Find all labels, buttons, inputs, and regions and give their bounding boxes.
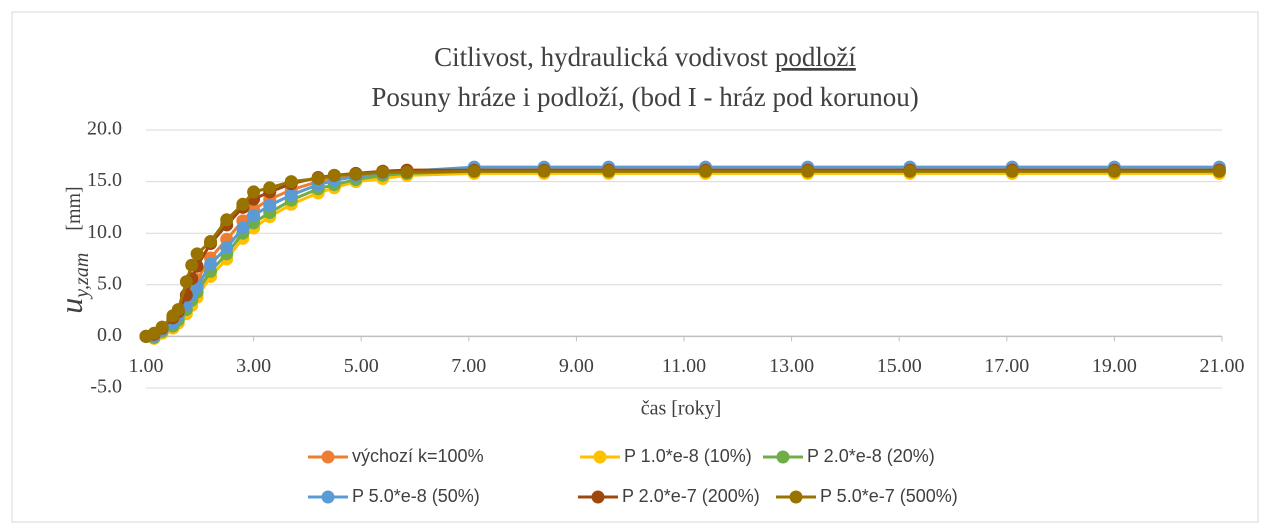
y-axis-label: uy,zam [mm] — [53, 186, 92, 313]
data-point — [190, 247, 204, 261]
data-point — [155, 320, 169, 334]
y-tick-label: 5.0 — [97, 272, 122, 294]
data-point — [1212, 164, 1226, 178]
legend-marker — [591, 490, 605, 504]
data-point — [602, 164, 616, 178]
y-label-unit: [mm] — [63, 186, 85, 230]
data-point — [171, 303, 185, 317]
legend-marker — [789, 490, 803, 504]
y-tick-label: 10.0 — [87, 221, 122, 243]
data-point — [349, 167, 363, 181]
data-point — [204, 234, 218, 248]
data-point — [1107, 164, 1121, 178]
data-point — [236, 221, 250, 235]
y-label-symbol: u — [53, 298, 89, 314]
legend-marker — [593, 450, 607, 464]
data-point — [204, 257, 218, 271]
y-tick-label: 0.0 — [97, 324, 122, 346]
data-point — [263, 181, 277, 195]
x-tick-label: 17.00 — [984, 355, 1029, 377]
chart-title: Citlivost, hydraulická vodivost podloží — [434, 42, 856, 72]
legend-label: P 5.0*e-7 (500%) — [820, 486, 958, 506]
x-tick-label: 19.00 — [1092, 355, 1137, 377]
data-point — [236, 197, 250, 211]
y-tick-label: -5.0 — [90, 376, 122, 398]
x-tick-label: 13.00 — [769, 355, 814, 377]
data-point — [467, 164, 481, 178]
legend-marker — [776, 450, 790, 464]
x-tick-label: 21.00 — [1200, 355, 1245, 377]
legend-label: P 2.0*e-8 (20%) — [807, 446, 935, 466]
x-axis-label: čas [roky] — [641, 398, 722, 420]
data-point — [699, 164, 713, 178]
legend-marker — [321, 450, 335, 464]
title-underlined: podloží — [775, 42, 856, 72]
legend-label: P 2.0*e-7 (200%) — [622, 486, 760, 506]
x-tick-label: 9.00 — [559, 355, 594, 377]
data-point — [1005, 164, 1019, 178]
data-point — [376, 165, 390, 179]
data-point — [220, 241, 234, 255]
series-line — [145, 169, 1220, 338]
chart-subtitle: Posuny hráze i podloží, (bod I - hráz po… — [371, 82, 918, 112]
x-tick-label: 15.00 — [877, 355, 922, 377]
x-tick-label: 3.00 — [236, 355, 271, 377]
data-point — [327, 168, 341, 182]
data-point — [220, 213, 234, 227]
data-point — [400, 165, 414, 179]
data-point — [185, 258, 199, 272]
data-point — [247, 209, 261, 223]
data-point — [284, 188, 298, 202]
x-tick-label: 7.00 — [451, 355, 486, 377]
data-point — [247, 185, 261, 199]
legend-marker — [321, 490, 335, 504]
x-tick-label: 1.00 — [129, 355, 164, 377]
x-tick-label: 11.00 — [662, 355, 706, 377]
data-point — [537, 164, 551, 178]
data-point — [284, 175, 298, 189]
data-point — [179, 275, 193, 289]
data-point — [263, 198, 277, 212]
y-tick-label: 15.0 — [87, 169, 122, 191]
legend-label: P 5.0*e-8 (50%) — [352, 486, 480, 506]
data-point — [311, 172, 325, 186]
title-part: Citlivost, hydraulická vodivost — [434, 42, 768, 72]
data-point — [801, 164, 815, 178]
y-tick-label: 20.0 — [87, 118, 122, 140]
data-point — [903, 164, 917, 178]
y-label-subscript: y,zam — [71, 253, 93, 300]
legend-label: P 1.0*e-8 (10%) — [624, 446, 752, 466]
x-tick-label: 5.00 — [344, 355, 379, 377]
legend-label: výchozí k=100% — [352, 446, 484, 466]
